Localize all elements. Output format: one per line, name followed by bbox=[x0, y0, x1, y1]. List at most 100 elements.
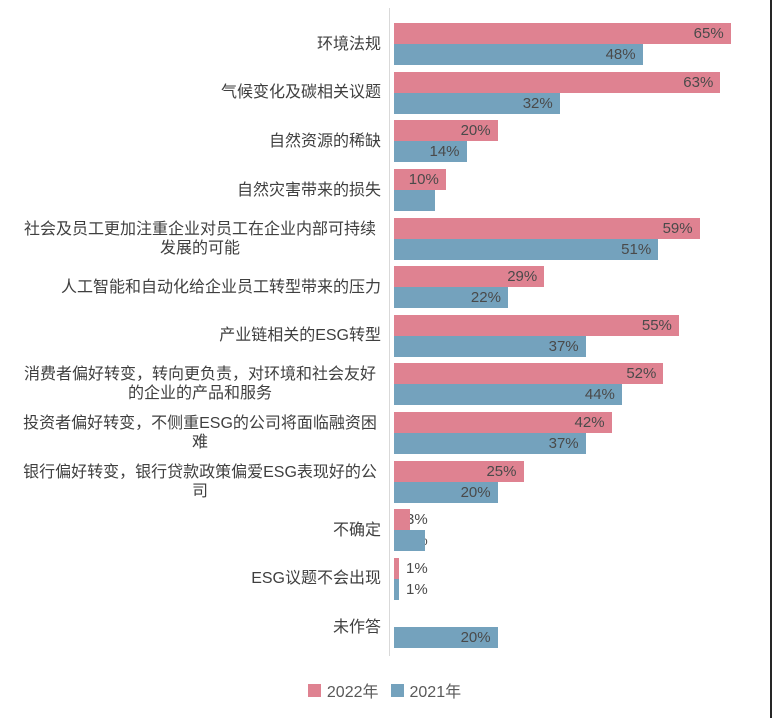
value-label: 14% bbox=[429, 143, 460, 161]
bar-group: 25% 20% bbox=[394, 460, 769, 503]
bar-2022年 bbox=[394, 509, 410, 531]
bar-2022年: 52% bbox=[394, 363, 664, 385]
value-label: 55% bbox=[641, 316, 672, 334]
bar-chart-rows: 环境法规 65% 48% 气候变化及碳相关议题 63% 32% 自然资源的稀缺 20% 14% 自… bbox=[0, 20, 769, 652]
legend-item-2021年: 2021年 bbox=[390, 678, 461, 702]
value-label: 52% bbox=[626, 365, 657, 383]
bar-track-2022年: 1% bbox=[394, 557, 769, 579]
bar-track-2021年: 20% bbox=[394, 481, 769, 503]
chart-row: 银行偏好转变，银行贷款政策偏爱ESG表现好的公司 25% 20% bbox=[0, 457, 769, 506]
value-label: 20% bbox=[460, 483, 491, 501]
bar-2022年: 29% bbox=[394, 266, 545, 288]
bar-2021年: 22% bbox=[394, 287, 508, 309]
page-edge-border bbox=[770, 0, 772, 718]
value-label: 3% bbox=[406, 511, 428, 529]
category-label-cell: 银行偏好转变，银行贷款政策偏爱ESG表现好的公司 bbox=[0, 463, 381, 501]
legend-label: 2022年 bbox=[326, 684, 379, 701]
bar-track-2022年: 63% bbox=[394, 71, 769, 93]
bar-2022年: 59% bbox=[394, 217, 700, 239]
value-label: 48% bbox=[605, 46, 636, 64]
category-label-cell: 投资者偏好转变，不侧重ESG的公司将面临融资困难 bbox=[0, 414, 381, 452]
category-label: 人工智能和自动化给企业员工转型带来的压力 bbox=[60, 278, 381, 296]
category-label-cell: 消费者偏好转变，转向更负责，对环境和社会友好的企业的产品和服务 bbox=[0, 365, 381, 403]
bar-track-2022年: 29% bbox=[394, 266, 769, 288]
bar-2021年: 37% bbox=[394, 433, 586, 455]
bar-track-2021年: 37% bbox=[394, 335, 769, 357]
bar-track-2021年: 20% bbox=[394, 627, 769, 649]
bar-group: 52% 44% bbox=[394, 363, 769, 406]
chart-row: 投资者偏好转变，不侧重ESG的公司将面临融资困难 42% 37% bbox=[0, 409, 769, 458]
category-label-cell: 自然灾害带来的损失 bbox=[0, 181, 381, 200]
category-label: 投资者偏好转变，不侧重ESG的公司将面临融资困难 bbox=[23, 415, 377, 452]
legend-swatch-icon bbox=[307, 683, 321, 697]
bar-group: 59% 51% bbox=[394, 217, 769, 260]
legend-item-2022年: 2022年 bbox=[307, 678, 379, 702]
category-label-cell: 气候变化及碳相关议题 bbox=[0, 83, 381, 102]
bar-2022年: 20% bbox=[394, 120, 498, 142]
category-label: 自然灾害带来的损失 bbox=[236, 181, 381, 199]
bar-track-2021年: 48% bbox=[394, 44, 769, 66]
bar-track-2022年: 25% bbox=[394, 460, 769, 482]
bar-track-2022年: 42% bbox=[394, 412, 769, 434]
bar-group: 65% 48% bbox=[394, 23, 769, 66]
category-label-cell: 社会及员工更加注重企业对员工在企业内部可持续发展的可能 bbox=[0, 220, 381, 258]
category-label: 产业链相关的ESG转型 bbox=[219, 327, 381, 345]
category-axis-line bbox=[389, 8, 390, 656]
chart-row: 消费者偏好转变，转向更负责，对环境和社会友好的企业的产品和服务 52% 44% bbox=[0, 360, 769, 409]
value-label: 25% bbox=[486, 462, 517, 480]
bar-track-2022年: 52% bbox=[394, 363, 769, 385]
bar-2021年 bbox=[394, 578, 400, 600]
value-label: 29% bbox=[507, 268, 538, 286]
chart-row: 气候变化及碳相关议题 63% 32% bbox=[0, 69, 769, 118]
bar-2022年: 65% bbox=[394, 23, 731, 45]
bar-group: 29% 22% bbox=[394, 266, 769, 309]
value-label: 20% bbox=[460, 122, 491, 140]
category-label: 环境法规 bbox=[316, 35, 381, 53]
category-label-cell: 自然资源的稀缺 bbox=[0, 132, 381, 151]
bar-group: 3%6% bbox=[394, 509, 769, 552]
bar-group: 20% 14% bbox=[394, 120, 769, 163]
bar-track-2022年: 55% bbox=[394, 314, 769, 336]
category-label: 消费者偏好转变，转向更负责，对环境和社会友好的企业的产品和服务 bbox=[23, 366, 376, 403]
category-label-cell: 不确定 bbox=[0, 521, 381, 540]
bar-2021年: 48% bbox=[394, 44, 643, 66]
bar-track-2021年: 22% bbox=[394, 287, 769, 309]
category-label: 不确定 bbox=[332, 521, 381, 539]
category-label: 气候变化及碳相关议题 bbox=[220, 84, 381, 102]
bar-track-2021年: 32% bbox=[394, 92, 769, 114]
bar-2022年: 10% bbox=[394, 169, 446, 191]
bar-track-2021年: 1% bbox=[394, 578, 769, 600]
bar-2022年: 63% bbox=[394, 71, 721, 93]
bar-track-2021年: 44% bbox=[394, 384, 769, 406]
chart-row: ESG议题不会出现 1% 1% bbox=[0, 555, 769, 604]
bar-track-2021年: 8% bbox=[394, 190, 769, 212]
bar-2021年: 20% bbox=[394, 627, 498, 649]
value-label: 37% bbox=[548, 337, 579, 355]
bar-track-2022年: 10% bbox=[394, 169, 769, 191]
chart-row: 社会及员工更加注重企业对员工在企业内部可持续发展的可能 59% 51% bbox=[0, 214, 769, 263]
category-label-cell: 产业链相关的ESG转型 bbox=[0, 326, 381, 345]
value-label: 10% bbox=[408, 171, 439, 189]
bar-track-2022年: 3% bbox=[394, 509, 769, 531]
value-label: 44% bbox=[584, 386, 615, 404]
category-label: 自然资源的稀缺 bbox=[268, 132, 381, 150]
chart-legend: 2022年 2021年 bbox=[0, 678, 769, 702]
bar-group: 1% 1% bbox=[394, 557, 769, 600]
value-label: 22% bbox=[470, 289, 501, 307]
chart-row: 不确定 3%6% bbox=[0, 506, 769, 555]
bar-track-2021年: 14% bbox=[394, 141, 769, 163]
bar-group: 20% bbox=[394, 606, 769, 649]
category-label-cell: 环境法规 bbox=[0, 35, 381, 54]
value-label: 1% bbox=[406, 580, 428, 598]
value-label: 32% bbox=[522, 94, 553, 112]
category-label: 未作答 bbox=[332, 618, 381, 636]
value-label: 1% bbox=[406, 559, 428, 577]
category-label: 银行偏好转变，银行贷款政策偏爱ESG表现好的公司 bbox=[23, 463, 377, 500]
category-label-cell: 未作答 bbox=[0, 618, 381, 637]
category-label-cell: ESG议题不会出现 bbox=[0, 569, 381, 588]
chart-row: 人工智能和自动化给企业员工转型带来的压力 29% 22% bbox=[0, 263, 769, 312]
bar-group: 10%8% bbox=[394, 169, 769, 212]
bar-2022年: 42% bbox=[394, 412, 612, 434]
bar-2022年: 55% bbox=[394, 314, 679, 336]
